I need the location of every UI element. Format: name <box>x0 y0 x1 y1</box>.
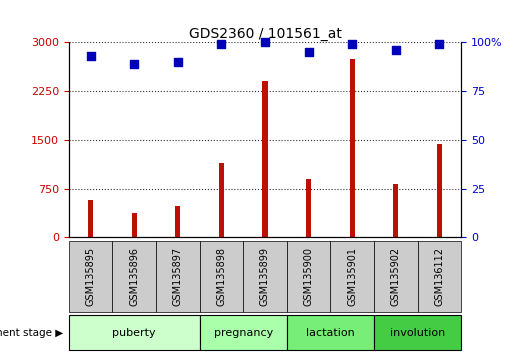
Bar <box>69 241 112 312</box>
Text: pregnancy: pregnancy <box>214 328 273 338</box>
Bar <box>262 81 268 237</box>
Text: GSM135901: GSM135901 <box>347 247 357 306</box>
Text: GSM135897: GSM135897 <box>173 246 183 306</box>
Bar <box>200 315 287 350</box>
Bar <box>418 241 461 312</box>
Point <box>261 40 269 45</box>
Point <box>348 41 356 47</box>
Bar <box>287 315 374 350</box>
Point <box>130 61 138 67</box>
Bar <box>393 184 399 237</box>
Bar <box>374 315 461 350</box>
Bar <box>88 200 93 237</box>
Bar <box>156 241 200 312</box>
Bar <box>330 241 374 312</box>
Text: GSM135902: GSM135902 <box>391 246 401 306</box>
Point <box>217 41 226 47</box>
Bar <box>69 315 200 350</box>
Text: GSM135900: GSM135900 <box>304 247 314 306</box>
Point <box>174 59 182 65</box>
Text: GSM135898: GSM135898 <box>216 247 226 306</box>
Bar <box>131 213 137 237</box>
Text: involution: involution <box>390 328 445 338</box>
Bar <box>112 241 156 312</box>
Text: lactation: lactation <box>306 328 355 338</box>
Text: puberty: puberty <box>112 328 156 338</box>
Bar <box>219 162 224 237</box>
Title: GDS2360 / 101561_at: GDS2360 / 101561_at <box>189 28 341 41</box>
Bar <box>200 241 243 312</box>
Bar <box>243 241 287 312</box>
Bar <box>374 241 418 312</box>
Bar <box>437 144 442 237</box>
Bar <box>350 59 355 237</box>
Bar <box>175 206 180 237</box>
Text: GSM135896: GSM135896 <box>129 247 139 306</box>
Point <box>392 47 400 53</box>
Text: GSM135895: GSM135895 <box>86 246 96 306</box>
Point <box>435 41 444 47</box>
Bar <box>306 179 311 237</box>
Point <box>86 53 95 59</box>
Text: GSM135899: GSM135899 <box>260 247 270 306</box>
Text: GSM136112: GSM136112 <box>434 247 444 306</box>
Bar <box>287 241 330 312</box>
Text: development stage ▶: development stage ▶ <box>0 328 64 338</box>
Point <box>304 49 313 55</box>
